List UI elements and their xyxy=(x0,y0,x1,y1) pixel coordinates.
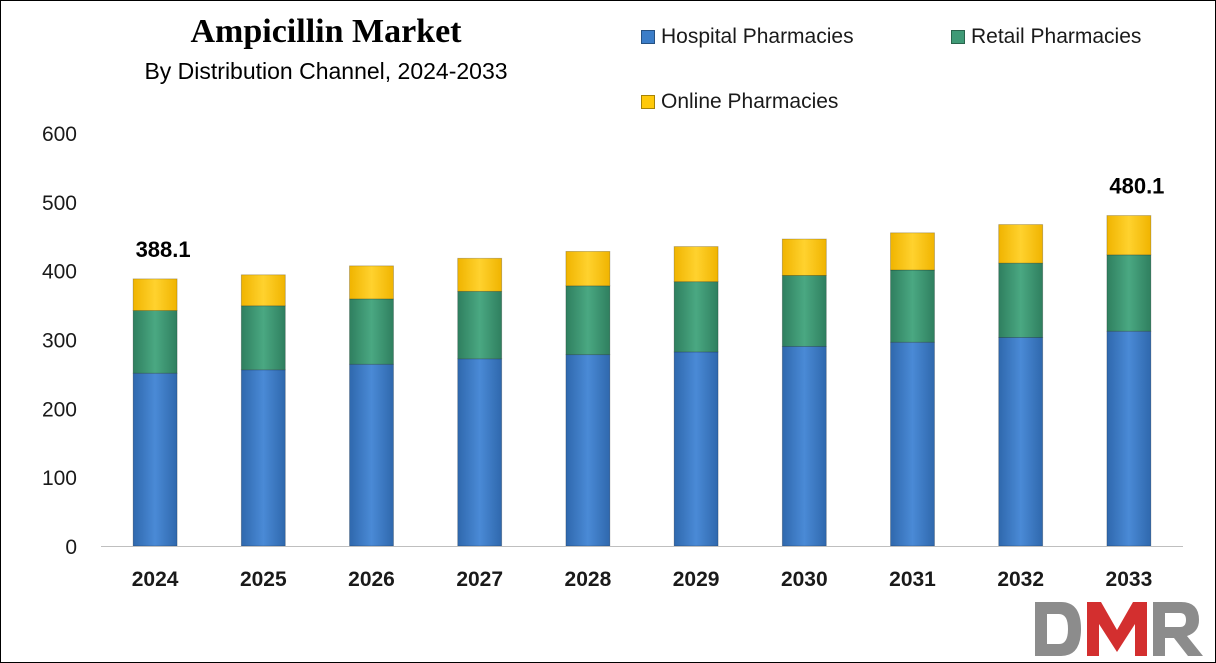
bar-segment-online-pharmacies-2033 xyxy=(1106,215,1152,256)
legend-swatch-retail xyxy=(951,30,965,44)
bar-segment-hospital-pharmacies-2024 xyxy=(132,372,178,547)
bar-segment-retail-pharmacies-2028 xyxy=(565,285,611,356)
y-tick-label: 600 xyxy=(42,123,77,146)
legend-label-retail: Retail Pharmacies xyxy=(971,25,1142,48)
y-tick-label: 100 xyxy=(42,467,77,490)
y-tick-label: 200 xyxy=(42,398,77,421)
dmr-logo xyxy=(1035,602,1203,656)
y-tick-label: 300 xyxy=(42,330,77,353)
bar-segment-hospital-pharmacies-2033 xyxy=(1106,330,1152,547)
bar-segment-hospital-pharmacies-2027 xyxy=(457,358,503,547)
bar-segment-hospital-pharmacies-2028 xyxy=(565,354,611,547)
bar-segment-hospital-pharmacies-2026 xyxy=(349,363,394,547)
bar-segment-hospital-pharmacies-2029 xyxy=(673,351,719,547)
legend-swatch-online xyxy=(641,95,655,109)
bar-segment-online-pharmacies-2032 xyxy=(998,224,1044,264)
bar-segment-retail-pharmacies-2030 xyxy=(781,275,827,347)
y-tick-label: 400 xyxy=(42,261,77,284)
x-tick-label: 2031 xyxy=(889,568,936,591)
legend-label-online: Online Pharmacies xyxy=(661,90,839,113)
bar-segment-online-pharmacies-2024 xyxy=(132,278,178,311)
legend-item-retail: Retail Pharmacies xyxy=(951,25,1141,49)
y-tick-label: 0 xyxy=(65,536,77,559)
bar-segment-online-pharmacies-2031 xyxy=(890,232,935,271)
x-tick-label: 2033 xyxy=(1106,568,1153,591)
bar-segment-hospital-pharmacies-2031 xyxy=(890,341,935,547)
legend-item-online: Online Pharmacies xyxy=(641,90,838,114)
x-tick-label: 2027 xyxy=(456,568,503,591)
data-label-2033: 480.1 xyxy=(1109,174,1164,199)
bar-segment-online-pharmacies-2029 xyxy=(673,246,719,283)
bar-segment-retail-pharmacies-2032 xyxy=(998,262,1044,338)
legend-swatch-hospital xyxy=(641,30,655,44)
bar-segment-hospital-pharmacies-2025 xyxy=(240,369,286,547)
bar-segment-online-pharmacies-2027 xyxy=(457,257,503,292)
bar-segment-online-pharmacies-2026 xyxy=(349,265,394,300)
bar-segment-retail-pharmacies-2029 xyxy=(673,281,719,353)
x-tick-label: 2030 xyxy=(781,568,828,591)
bar-segment-online-pharmacies-2030 xyxy=(781,238,827,276)
bar-segment-retail-pharmacies-2025 xyxy=(240,305,286,371)
bar-segment-retail-pharmacies-2024 xyxy=(132,310,178,374)
x-tick-label: 2032 xyxy=(997,568,1044,591)
bar-segment-retail-pharmacies-2033 xyxy=(1106,254,1152,332)
bar-segment-hospital-pharmacies-2030 xyxy=(781,345,827,547)
bar-segment-retail-pharmacies-2031 xyxy=(890,269,935,343)
x-tick-label: 2029 xyxy=(673,568,720,591)
legend-item-hospital: Hospital Pharmacies xyxy=(641,25,854,49)
chart-title: Ampicillin Market xyxy=(190,13,462,50)
x-tick-label: 2026 xyxy=(348,568,395,591)
chart-subtitle: By Distribution Channel, 2024-2033 xyxy=(144,58,508,84)
bar-segment-online-pharmacies-2028 xyxy=(565,250,611,287)
x-tick-label: 2025 xyxy=(240,568,287,591)
x-tick-label: 2028 xyxy=(565,568,612,591)
x-tick-label: 2024 xyxy=(132,568,179,591)
data-label-2024: 388.1 xyxy=(136,237,191,262)
bar-segment-retail-pharmacies-2026 xyxy=(349,298,394,365)
bar-segment-retail-pharmacies-2027 xyxy=(457,290,503,360)
bar-segment-hospital-pharmacies-2032 xyxy=(998,337,1044,547)
y-tick-label: 500 xyxy=(42,192,77,215)
legend-label-hospital: Hospital Pharmacies xyxy=(661,25,854,48)
bar-segment-online-pharmacies-2025 xyxy=(240,274,286,307)
